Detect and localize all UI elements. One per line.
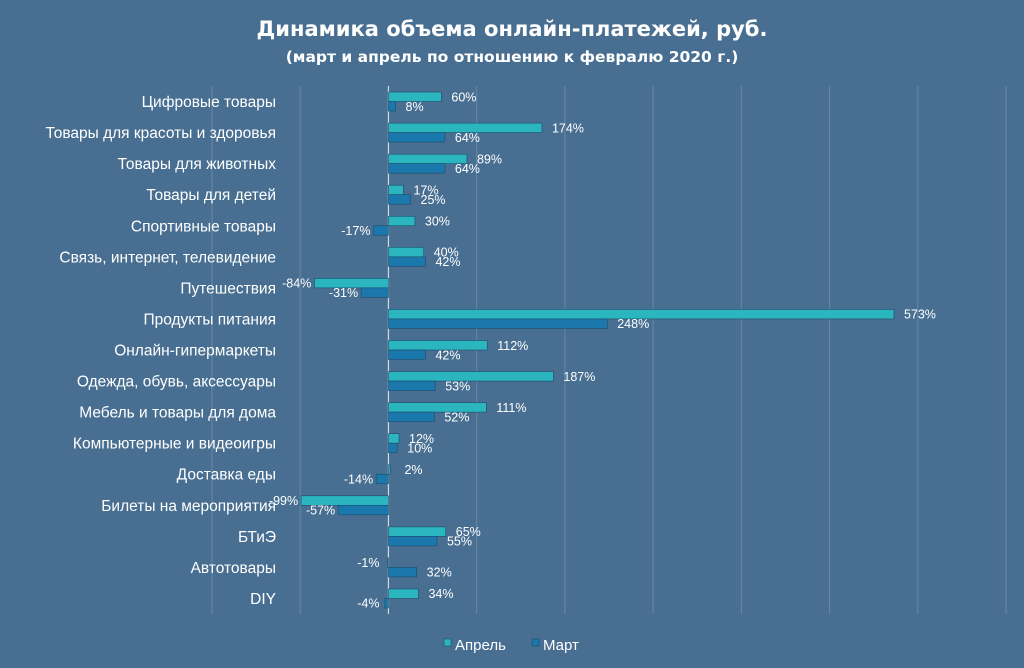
value-label-april: 30% — [425, 215, 450, 229]
value-label-april: 65% — [456, 525, 481, 539]
bar-april — [388, 91, 442, 102]
category-label: Мебель и товары для дома — [79, 405, 276, 422]
bar-april — [388, 309, 895, 320]
value-label-april: 573% — [904, 308, 936, 322]
category-label: Спортивные товары — [131, 218, 276, 235]
value-label-march: -14% — [344, 472, 373, 486]
category-label: Товары для детей — [146, 187, 276, 204]
bar-march — [337, 504, 389, 516]
value-label-march: -4% — [357, 597, 379, 611]
value-label-april: 111% — [496, 401, 526, 415]
bar-april — [388, 122, 543, 133]
value-label-march: 25% — [421, 193, 446, 207]
value-label-april: 12% — [409, 432, 434, 446]
bar-march — [388, 318, 608, 329]
legend-label-april: Апрель — [455, 637, 506, 654]
value-label-march: 52% — [444, 410, 469, 424]
value-labels: 60%8%174%64%89%64%17%25%30%-17%40%42%-84… — [269, 90, 936, 610]
bar-april — [314, 278, 389, 289]
bar-march — [375, 473, 389, 485]
gridlines — [211, 86, 1007, 614]
value-label-march: 42% — [435, 348, 460, 362]
bar-april — [388, 215, 416, 227]
bar-march — [388, 380, 436, 391]
bar-march — [384, 598, 389, 609]
bar-april — [388, 588, 419, 599]
value-label-april: 89% — [477, 152, 502, 166]
bar-march — [360, 287, 389, 298]
category-label: Автотовары — [191, 560, 276, 577]
bar-march — [388, 194, 411, 205]
legend: Апрель Март — [443, 637, 579, 654]
bar-march — [388, 442, 398, 453]
value-label-april: 60% — [451, 90, 476, 104]
category-label: Продукты питания — [143, 311, 276, 328]
value-label-march: 42% — [435, 255, 460, 269]
category-label: Онлайн-гипермаркеты — [114, 343, 276, 360]
bar-march — [373, 225, 389, 236]
value-label-march: 8% — [406, 100, 424, 114]
category-label: Цифровые товары — [142, 94, 276, 111]
category-label: DIY — [250, 591, 276, 608]
value-label-april: 112% — [497, 339, 528, 353]
bar-april — [388, 464, 391, 475]
value-label-march: -31% — [329, 286, 358, 300]
value-label-march: 10% — [407, 441, 432, 455]
category-label: Путешествия — [180, 280, 276, 297]
category-label: Доставка еды — [177, 467, 276, 484]
legend-swatch-april — [443, 638, 452, 647]
bar-april — [388, 526, 447, 537]
category-label: Товары для животных — [118, 156, 277, 173]
category-label: Товары для красоты и здоровья — [45, 125, 276, 142]
value-label-april: -84% — [282, 277, 311, 291]
bar-march — [388, 256, 426, 267]
value-label-march: -17% — [341, 224, 370, 238]
value-label-april: 2% — [404, 463, 422, 477]
value-label-april: 174% — [552, 121, 584, 135]
value-label-march: 32% — [427, 566, 452, 580]
bar-march — [388, 101, 396, 112]
bar-april — [387, 557, 389, 568]
value-label-march: 248% — [617, 317, 649, 331]
value-label-april: 17% — [413, 183, 438, 197]
bar-april — [388, 184, 404, 196]
bar-march — [388, 411, 435, 422]
value-label-march: 64% — [455, 131, 480, 145]
category-label: Связь, интернет, телевидение — [59, 249, 276, 266]
legend-label-march: Март — [543, 637, 579, 654]
bar-april — [388, 371, 554, 382]
category-label: Билеты на мероприятия — [101, 498, 276, 515]
bar-march — [388, 536, 438, 547]
bar-april — [388, 402, 487, 413]
category-label: БТиЭ — [238, 529, 276, 546]
bar-march — [388, 349, 426, 360]
value-label-april: 187% — [563, 370, 595, 384]
value-label-april: 34% — [428, 587, 453, 601]
bar-april — [388, 247, 425, 258]
value-label-april: 40% — [434, 246, 459, 260]
bar-march — [388, 163, 446, 174]
value-label-march: 64% — [455, 162, 480, 176]
value-label-march: 53% — [445, 379, 470, 393]
bar-april — [388, 433, 400, 444]
category-label: Компьютерные и видеоигры — [73, 436, 276, 453]
bar-april — [388, 340, 488, 351]
category-label: Одежда, обувь, аксессуары — [77, 374, 276, 391]
value-label-march: -57% — [306, 504, 335, 518]
chart-title: Динамика объема онлайн-платежей, руб. — [257, 17, 768, 41]
category-labels: Цифровые товары Товары для красоты и здор… — [45, 94, 276, 608]
bars — [300, 91, 895, 609]
bar-march — [388, 567, 417, 578]
value-label-april: -99% — [269, 494, 298, 508]
value-label-march: 55% — [447, 535, 472, 549]
chart-subtitle: (март и апрель по отношению к февралю 20… — [286, 48, 739, 66]
bar-march — [388, 132, 446, 143]
legend-swatch-march — [531, 638, 540, 647]
value-label-april: -1% — [357, 556, 379, 570]
